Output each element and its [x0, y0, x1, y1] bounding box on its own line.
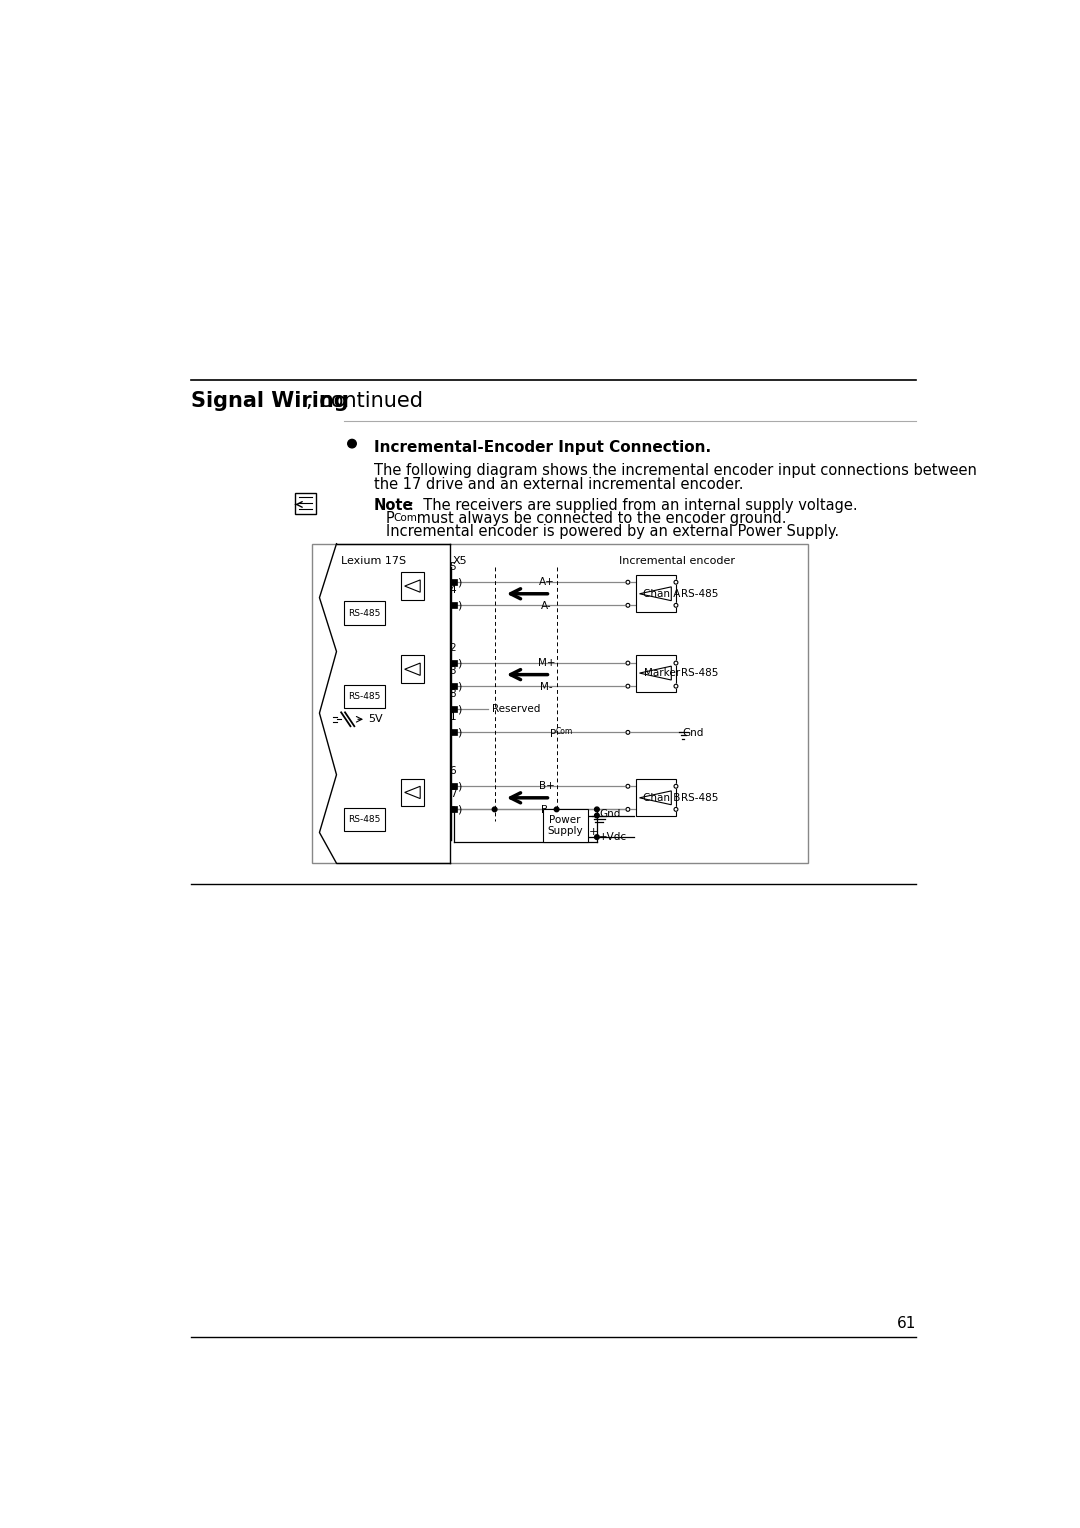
Text: Marker: Marker: [644, 668, 680, 678]
Bar: [345, 685, 384, 707]
Text: 5V: 5V: [368, 714, 383, 724]
Bar: [450, 660, 457, 666]
Bar: [542, 810, 588, 842]
Bar: [450, 706, 457, 712]
Text: Gnd: Gnd: [599, 808, 621, 819]
Text: RS-485: RS-485: [348, 814, 380, 824]
Text: 6: 6: [449, 766, 456, 776]
Bar: [636, 779, 676, 816]
Circle shape: [626, 604, 630, 607]
Text: Power
Supply: Power Supply: [548, 814, 583, 836]
Circle shape: [595, 834, 599, 839]
Circle shape: [674, 685, 678, 688]
Bar: [401, 571, 424, 601]
Bar: [401, 656, 424, 683]
Text: Incremental encoder is powered by an external Power Supply.: Incremental encoder is powered by an ext…: [387, 524, 839, 539]
Circle shape: [674, 784, 678, 788]
Text: P: P: [387, 512, 395, 526]
Text: 5: 5: [449, 562, 456, 571]
Circle shape: [626, 662, 630, 665]
Text: +: +: [590, 827, 598, 837]
Circle shape: [626, 807, 630, 811]
Text: Incremental encoder: Incremental encoder: [619, 556, 734, 565]
Text: Reserved: Reserved: [492, 704, 541, 714]
Bar: [450, 807, 457, 813]
Text: Incremental-Encoder Input Connection.: Incremental-Encoder Input Connection.: [374, 440, 711, 455]
Circle shape: [674, 581, 678, 584]
Text: ): ): [457, 781, 461, 792]
Bar: [450, 579, 457, 585]
Text: The receivers are supplied from an internal supply voltage.: The receivers are supplied from an inter…: [414, 498, 858, 512]
Text: Gnd: Gnd: [683, 729, 703, 738]
Text: +Vdc: +Vdc: [599, 833, 627, 842]
Text: B+: B+: [539, 781, 554, 792]
Text: ): ): [457, 704, 461, 714]
Text: Lexium 17S: Lexium 17S: [341, 556, 406, 565]
Text: 61: 61: [896, 1316, 916, 1331]
Text: P: P: [551, 729, 556, 738]
Text: ): ): [457, 601, 461, 610]
Text: ): ): [457, 659, 461, 668]
Text: 8: 8: [449, 689, 456, 700]
Bar: [450, 683, 457, 689]
Circle shape: [595, 813, 599, 817]
Circle shape: [626, 784, 630, 788]
Circle shape: [348, 440, 356, 448]
Text: Chan B: Chan B: [644, 793, 680, 802]
Bar: [296, 494, 315, 515]
Text: the 17 drive and an external incremental encoder.: the 17 drive and an external incremental…: [374, 477, 743, 492]
Bar: [345, 602, 384, 625]
Text: Com: Com: [556, 727, 573, 736]
Text: 2: 2: [449, 643, 456, 652]
Text: B-: B-: [541, 805, 552, 814]
Bar: [312, 544, 808, 863]
Text: ): ): [457, 804, 461, 814]
Text: RS-485: RS-485: [680, 588, 718, 599]
Text: ): ): [457, 681, 461, 691]
Text: Chan A: Chan A: [644, 588, 680, 599]
Circle shape: [674, 662, 678, 665]
Text: A+: A+: [539, 578, 554, 587]
Text: 3: 3: [449, 666, 456, 677]
Text: , continued: , continued: [306, 391, 422, 411]
Text: RS-485: RS-485: [680, 793, 718, 802]
Circle shape: [595, 807, 599, 811]
Bar: [636, 575, 676, 613]
Bar: [450, 729, 457, 735]
Circle shape: [626, 685, 630, 688]
Circle shape: [626, 581, 630, 584]
Circle shape: [674, 807, 678, 811]
Circle shape: [554, 807, 559, 811]
Circle shape: [674, 604, 678, 607]
Text: Signal Wiring: Signal Wiring: [191, 391, 349, 411]
Text: A-: A-: [541, 601, 552, 611]
Text: 4: 4: [449, 585, 456, 596]
Text: :: :: [408, 498, 413, 512]
Bar: [450, 784, 457, 790]
Text: M-: M-: [540, 681, 553, 692]
Text: Note: Note: [374, 498, 414, 512]
Text: M+: M+: [538, 657, 555, 668]
Bar: [401, 779, 424, 807]
Text: ): ): [457, 578, 461, 587]
Text: 7: 7: [449, 790, 456, 799]
Text: must always be connected to the encoder ground.: must always be connected to the encoder …: [413, 512, 787, 526]
Text: 1: 1: [449, 712, 456, 723]
Text: RS-485: RS-485: [348, 692, 380, 701]
Text: The following diagram shows the incremental encoder input connections between: The following diagram shows the incremen…: [374, 463, 976, 478]
Circle shape: [492, 807, 497, 811]
Text: ): ): [457, 727, 461, 738]
Bar: [636, 654, 676, 692]
Bar: [450, 602, 457, 608]
Text: RS-485: RS-485: [680, 668, 718, 678]
Text: X5: X5: [453, 556, 468, 565]
Text: RS-485: RS-485: [348, 608, 380, 617]
Bar: [345, 808, 384, 831]
Circle shape: [626, 730, 630, 735]
Text: Com: Com: [393, 513, 417, 523]
Circle shape: [451, 807, 456, 811]
